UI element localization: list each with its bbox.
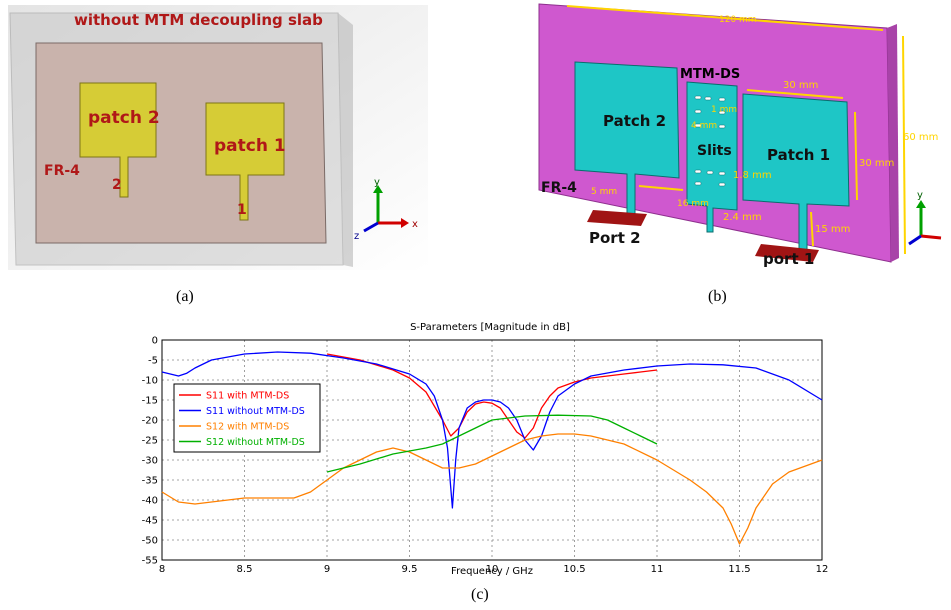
dim-2-4mm: 2.4 mm (723, 212, 762, 223)
dim-4mm: 4 mm (691, 121, 717, 131)
x-axis-label: Frequency / GHz (451, 566, 533, 577)
patch1-b-label: Patch 1 (767, 146, 830, 164)
y-tick-label: -20 (142, 416, 158, 427)
series-line-1 (161, 351, 823, 509)
y-tick-label: 0 (152, 336, 158, 347)
y-tick-label: -55 (142, 556, 158, 567)
port1-b-label: port 1 (763, 250, 814, 268)
axis-z-label: z (354, 231, 359, 242)
port2-b-label: Port 2 (589, 229, 641, 247)
panel-b-illustration: 120 mm MTM-DS Patch 2 Patch 1 Slits FR-4… (537, 0, 951, 268)
patch2-label: patch 2 (88, 108, 160, 128)
series-line-3 (326, 414, 658, 473)
chart-title: S-Parameters [Magnitude in dB] (410, 322, 570, 333)
dim-1-8mm: 1.8 mm (733, 170, 772, 181)
y-tick-label: -30 (142, 456, 158, 467)
port1-number: 1 (237, 202, 247, 218)
y-tick-label: -40 (142, 496, 158, 507)
legend-label: S11 with MTM-DS (206, 391, 289, 402)
x-tick-label: 12 (816, 564, 829, 575)
slits-label: Slits (697, 143, 732, 159)
y-tick-label: -35 (142, 476, 158, 487)
axis-triad-icon: y x z (354, 177, 418, 242)
axis-y-b-label: y (917, 190, 923, 201)
dim-5mm: 5 mm (591, 187, 617, 197)
caption-c: (c) (471, 586, 489, 603)
y-tick-label: -50 (142, 536, 158, 547)
y-tick-label: -10 (142, 376, 158, 387)
y-tick-label: -45 (142, 516, 158, 527)
chart-ticks: 8 8.5 9 9.5 10 10.5 11 11.5 12 0 -5 -10 -15 -20 -25 -30… (142, 336, 829, 576)
y-tick-label: -15 (142, 396, 158, 407)
series-line-0 (326, 353, 658, 439)
chart-series (161, 351, 823, 545)
panel-b-antenna-model: 120 mm MTM-DS Patch 2 Patch 1 Slits FR-4… (537, 0, 951, 268)
port2-pad (587, 210, 647, 226)
x-tick-label: 10 (486, 564, 499, 575)
caption-a: (a) (176, 288, 194, 305)
x-tick-label: 11 (651, 564, 664, 575)
x-tick-label: 8.5 (237, 564, 253, 575)
panel-a-fr4-label: FR-4 (44, 163, 80, 179)
x-tick-label: 11.5 (728, 564, 750, 575)
mtm-ds-label: MTM-DS (680, 67, 740, 82)
port1-pad (755, 244, 819, 262)
legend-label: S11 without MTM-DS (206, 406, 305, 417)
y-tick-label: -5 (148, 356, 158, 367)
x-tick-label: 10.5 (563, 564, 585, 575)
panel-a-illustration: without MTM decoupling slab FR-4 patch 2… (8, 5, 428, 270)
slits-pattern (694, 95, 726, 187)
plot-frame (161, 339, 823, 561)
dim-30mm-width: 30 mm (783, 80, 818, 91)
x-tick-label: 8 (159, 564, 165, 575)
axis-y-label: y (374, 177, 380, 188)
panel-a-antenna-model: without MTM decoupling slab FR-4 patch 2… (8, 5, 428, 270)
x-tick-label: 9.5 (402, 564, 418, 575)
patch1-label: patch 1 (214, 136, 286, 156)
dim-height: 60 mm (903, 132, 938, 143)
axis-triad-b-icon: y (908, 190, 942, 246)
x-tick-label: 9 (324, 564, 330, 575)
legend-label: S12 with MTM-DS (206, 422, 289, 433)
patch2-b-label: Patch 2 (603, 112, 666, 130)
dim-1mm: 1 mm (711, 105, 737, 115)
y-tick-label: -25 (142, 436, 158, 447)
series-line-2 (161, 433, 823, 545)
dim-15mm: 15 mm (815, 224, 850, 235)
legend-label: S12 without MTM-DS (206, 437, 305, 448)
caption-b: (b) (708, 288, 727, 305)
axis-x-label: x (412, 219, 418, 230)
chart-legend[interactable]: S11 with MTM-DS S11 without MTM-DS S12 wit… (173, 383, 321, 453)
panel-b-fr4-label: FR-4 (541, 180, 577, 196)
dim-30mm-height: 30 mm (859, 158, 894, 169)
panel-a-title: without MTM decoupling slab (74, 11, 323, 29)
port2-number: 2 (112, 177, 122, 193)
dim-16mm: 16 mm (677, 199, 709, 209)
dimension-lines (566, 5, 906, 255)
dim-120mm: 120 mm (719, 15, 757, 25)
s-parameter-chart: S-Parameters [Magnitude in dB] 8 8.5 9 9.5 1… (142, 322, 829, 577)
